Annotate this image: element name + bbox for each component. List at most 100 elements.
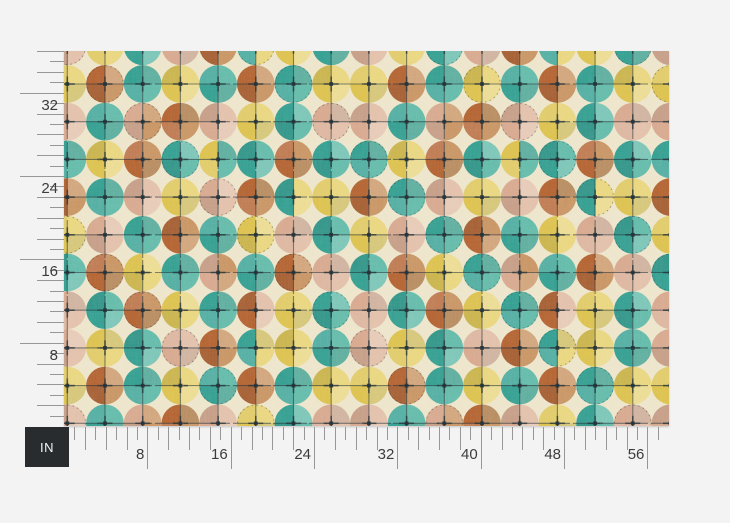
ruler-label: 32 (377, 446, 395, 463)
ruler-tick (168, 427, 170, 450)
ruler-tick (147, 427, 149, 469)
ruler-label: 48 (544, 446, 561, 463)
ruler-tick (647, 427, 649, 469)
ruler-tick (189, 427, 190, 450)
ruler-tick (37, 71, 64, 73)
ruler-tick (50, 332, 64, 334)
ruler-tick (605, 427, 607, 450)
ruler-tick (37, 301, 64, 302)
ruler-tick (50, 207, 64, 209)
ruler-tick (657, 427, 659, 440)
ruler-tick (37, 321, 64, 323)
ruler-tick (428, 427, 430, 440)
ruler-vertical: 8 16 24 32 (20, 51, 64, 426)
ruler-tick (407, 427, 409, 440)
fabric-swatch[interactable] (64, 51, 669, 426)
ruler-tick (345, 427, 347, 440)
ruler-tick (37, 238, 64, 240)
ruler-tick (241, 427, 243, 440)
ruler-tick (37, 384, 64, 386)
ruler-tick (553, 427, 555, 440)
ruler-tick (95, 427, 97, 440)
ruler-tick (116, 427, 118, 440)
ruler-tick (449, 427, 451, 440)
ruler-tick (50, 82, 64, 84)
ruler-tick (616, 427, 618, 440)
ruler-tick (314, 427, 315, 469)
ruler-tick (50, 165, 64, 167)
ruler-tick (626, 427, 628, 450)
ruler-tick (366, 427, 368, 440)
ruler-tick (595, 427, 597, 440)
ruler-label: 32 (41, 96, 58, 114)
ruler-tick (324, 427, 326, 440)
ruler-tick (636, 427, 638, 440)
ruler-tick (37, 217, 64, 219)
ruler-tick (532, 427, 534, 440)
ruler-label: 8 (49, 346, 58, 364)
ruler-tick (220, 427, 222, 440)
ruler-tick (397, 427, 399, 469)
ruler-tick (50, 394, 64, 396)
ruler-horizontal: 8 16 24 32 40 48 56 (64, 427, 674, 473)
ruler-tick (37, 405, 64, 407)
ruler-tick (522, 427, 524, 450)
ruler-tick (50, 123, 64, 125)
ruler-tick (20, 176, 64, 177)
ruler-tick (50, 311, 64, 313)
ruler-tick (37, 113, 64, 115)
ruler-label: 56 (627, 446, 645, 463)
ruler-tick (334, 427, 336, 450)
ruler-label: 40 (461, 446, 478, 463)
ruler-unit-label: IN (40, 439, 54, 455)
ruler-tick (37, 196, 64, 198)
ruler-tick (105, 427, 107, 450)
ruler-tick (303, 427, 305, 440)
ruler-tick (50, 103, 64, 105)
ruler-tick (126, 427, 128, 450)
ruler-tick (230, 427, 232, 469)
ruler-label: 16 (211, 446, 228, 463)
ruler-tick (20, 259, 64, 261)
ruler-tick (37, 280, 64, 282)
ruler-tick (501, 427, 503, 450)
ruler-tick (355, 427, 357, 450)
ruler-tick (37, 134, 64, 136)
ruler-tick (37, 363, 64, 365)
ruler-tick (439, 427, 440, 450)
ruler-tick (50, 248, 64, 250)
ruler-tick (50, 144, 64, 146)
ruler-tick (50, 373, 64, 375)
ruler-tick (20, 342, 64, 344)
ruler-tick (251, 427, 253, 450)
ruler-tick (74, 427, 76, 440)
ruler-tick (84, 427, 86, 450)
ruler-tick (272, 427, 274, 450)
ruler-tick (50, 61, 64, 63)
ruler-unit-box[interactable]: IN (25, 427, 69, 467)
ruler-tick (209, 427, 211, 450)
ruler-tick (282, 427, 284, 440)
ruler-tick (50, 228, 64, 230)
ruler-tick (37, 51, 64, 52)
ruler-tick (480, 427, 482, 469)
ruler-tick (136, 427, 138, 440)
ruler-tick (376, 427, 378, 450)
fabric-svg (64, 51, 669, 426)
ruler-tick (50, 353, 64, 355)
ruler-tick (470, 427, 472, 440)
ruler-tick (511, 427, 513, 440)
ruler-tick (459, 427, 461, 450)
ruler-tick (157, 427, 159, 440)
ruler-tick (50, 415, 64, 417)
ruler-label: 8 (135, 446, 145, 463)
ruler-tick (293, 427, 295, 450)
ruler-tick (20, 92, 64, 94)
ruler-tick (50, 290, 64, 292)
ruler-tick (178, 427, 180, 440)
ruler-tick (543, 427, 545, 450)
ruler-label: 24 (41, 180, 58, 197)
ruler-tick (574, 427, 576, 440)
ruler-tick (37, 155, 64, 157)
